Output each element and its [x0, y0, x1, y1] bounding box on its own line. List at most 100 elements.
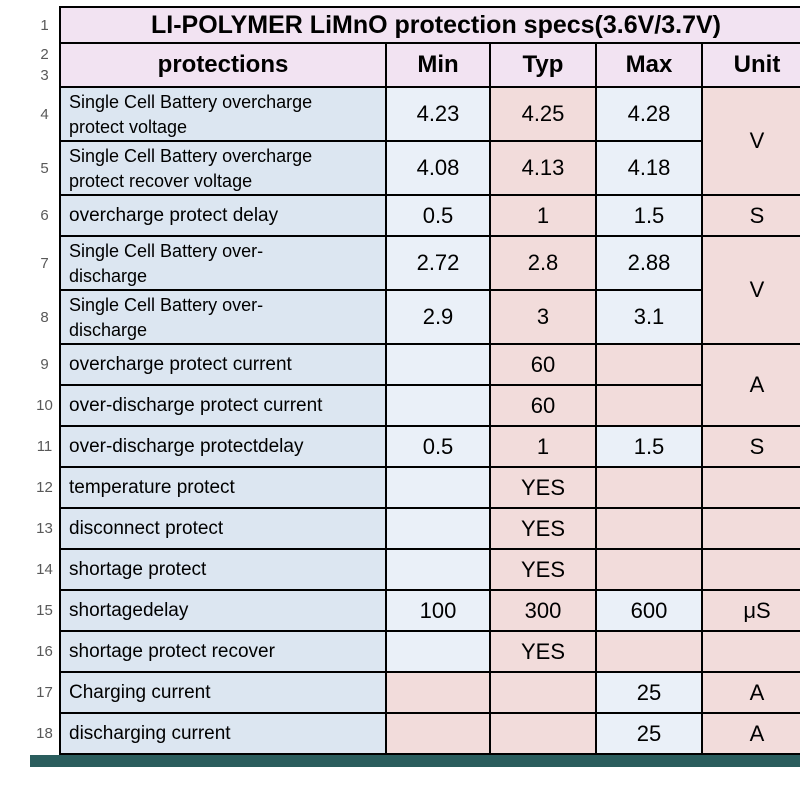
max-value-cell[interactable]: 1.5 — [595, 194, 703, 237]
row-number-11[interactable]: 11 — [30, 426, 61, 467]
table-title[interactable]: LI-POLYMER LiMnO protection specs(3.6V/3… — [59, 6, 800, 44]
row-number-group[interactable]: 2 3 — [30, 43, 61, 87]
protection-name-cell[interactable]: overcharge protect delay — [59, 194, 387, 237]
row-number-3[interactable]: 3 — [40, 67, 49, 84]
typ-value-cell[interactable]: 1 — [489, 194, 597, 237]
unit-cell[interactable]: S — [701, 425, 800, 468]
max-value-cell[interactable]: 1.5 — [595, 425, 703, 468]
row-number-7[interactable]: 7 — [30, 236, 61, 290]
min-value-cell[interactable]: 2.9 — [385, 289, 491, 345]
min-value-cell[interactable]: 0.5 — [385, 194, 491, 237]
typ-value-cell[interactable]: 60 — [489, 384, 597, 427]
protection-name-cell[interactable]: overcharge protect current — [59, 343, 387, 386]
column-header-protections[interactable]: protections — [59, 42, 387, 88]
row-number-6[interactable]: 6 — [30, 195, 61, 236]
typ-value-cell[interactable]: YES — [489, 466, 597, 509]
unit-cell[interactable]: V — [701, 235, 800, 345]
max-value-cell[interactable]: 4.28 — [595, 86, 703, 142]
typ-value-cell[interactable]: 4.25 — [489, 86, 597, 142]
row-number-15[interactable]: 15 — [30, 590, 61, 631]
row-number-18[interactable]: 18 — [30, 713, 61, 754]
max-value-cell[interactable] — [595, 548, 703, 591]
typ-value-cell[interactable]: 60 — [489, 343, 597, 386]
protection-name-cell[interactable]: shortagedelay — [59, 589, 387, 632]
unit-cell[interactable] — [701, 630, 800, 673]
protection-name-cell[interactable]: Charging current — [59, 671, 387, 714]
row-number-2[interactable]: 2 — [40, 46, 49, 63]
unit-cell[interactable]: V — [701, 86, 800, 196]
protection-name-cell[interactable]: over-discharge protectdelay — [59, 425, 387, 468]
typ-value-cell[interactable]: 4.13 — [489, 140, 597, 196]
typ-value-cell[interactable]: 300 — [489, 589, 597, 632]
row-number-8[interactable]: 8 — [30, 290, 61, 344]
max-value-cell[interactable] — [595, 466, 703, 509]
max-value-cell[interactable]: 2.88 — [595, 235, 703, 291]
row-number-1[interactable]: 1 — [30, 7, 61, 43]
column-header-min[interactable]: Min — [385, 42, 491, 88]
protection-name-cell[interactable]: temperature protect — [59, 466, 387, 509]
min-value-cell[interactable] — [385, 507, 491, 550]
row-number-9[interactable]: 9 — [30, 344, 61, 385]
typ-value-cell[interactable]: YES — [489, 548, 597, 591]
column-header-unit[interactable]: Unit — [701, 42, 800, 88]
unit-cell[interactable] — [701, 548, 800, 591]
protection-name-cell[interactable]: Single Cell Battery overcharge protect re… — [59, 140, 387, 196]
max-value-cell[interactable]: 4.18 — [595, 140, 703, 196]
min-value-cell[interactable] — [385, 712, 491, 755]
spec-row: 8 Single Cell Battery over-discharge 2.9 3 3… — [30, 289, 800, 345]
protection-name-cell[interactable]: Single Cell Battery over-discharge — [59, 289, 387, 345]
spec-row: 12 temperature protect YES — [30, 466, 800, 509]
unit-cell[interactable]: S — [701, 194, 800, 237]
protection-name-cell[interactable]: Single Cell Battery over-discharge — [59, 235, 387, 291]
min-value-cell[interactable]: 0.5 — [385, 425, 491, 468]
max-value-cell[interactable]: 600 — [595, 589, 703, 632]
protection-name-cell[interactable]: disconnect protect — [59, 507, 387, 550]
unit-cell[interactable]: A — [701, 671, 800, 714]
typ-value-cell[interactable]: 3 — [489, 289, 597, 345]
unit-cell[interactable]: μS — [701, 589, 800, 632]
max-value-cell[interactable]: 25 — [595, 712, 703, 755]
min-value-cell[interactable] — [385, 343, 491, 386]
label-line-1: Single Cell Battery overcharge — [69, 146, 313, 166]
typ-value-cell[interactable]: YES — [489, 507, 597, 550]
max-value-cell[interactable] — [595, 507, 703, 550]
min-value-cell[interactable] — [385, 548, 491, 591]
protection-name-cell[interactable]: discharging current — [59, 712, 387, 755]
min-value-cell[interactable]: 4.08 — [385, 140, 491, 196]
column-header-typ[interactable]: Typ — [489, 42, 597, 88]
min-value-cell[interactable] — [385, 671, 491, 714]
typ-value-cell[interactable] — [489, 712, 597, 755]
row-number-14[interactable]: 14 — [30, 549, 61, 590]
min-value-cell[interactable]: 100 — [385, 589, 491, 632]
protection-name-cell[interactable]: over-discharge protect current — [59, 384, 387, 427]
min-value-cell[interactable]: 4.23 — [385, 86, 491, 142]
row-number-17[interactable]: 17 — [30, 672, 61, 713]
max-value-cell[interactable]: 25 — [595, 671, 703, 714]
unit-cell[interactable]: A — [701, 712, 800, 755]
row-number-5[interactable]: 5 — [30, 141, 61, 195]
max-value-cell[interactable] — [595, 630, 703, 673]
max-value-cell[interactable]: 3.1 — [595, 289, 703, 345]
min-value-cell[interactable]: 2.72 — [385, 235, 491, 291]
typ-value-cell[interactable]: 2.8 — [489, 235, 597, 291]
typ-value-cell[interactable]: 1 — [489, 425, 597, 468]
row-number-16[interactable]: 16 — [30, 631, 61, 672]
row-number-12[interactable]: 12 — [30, 467, 61, 508]
row-number-13[interactable]: 13 — [30, 508, 61, 549]
column-header-max[interactable]: Max — [595, 42, 703, 88]
unit-cell[interactable] — [701, 507, 800, 550]
min-value-cell[interactable] — [385, 466, 491, 509]
unit-cell[interactable]: A — [701, 343, 800, 427]
typ-value-cell[interactable] — [489, 671, 597, 714]
row-number-10[interactable]: 10 — [30, 385, 61, 426]
max-value-cell[interactable] — [595, 384, 703, 427]
protection-name-cell[interactable]: shortage protect recover — [59, 630, 387, 673]
min-value-cell[interactable] — [385, 384, 491, 427]
max-value-cell[interactable] — [595, 343, 703, 386]
row-number-4[interactable]: 4 — [30, 87, 61, 141]
protection-name-cell[interactable]: Single Cell Battery overcharge protect vo… — [59, 86, 387, 142]
protection-name-cell[interactable]: shortage protect — [59, 548, 387, 591]
unit-cell[interactable] — [701, 466, 800, 509]
typ-value-cell[interactable]: YES — [489, 630, 597, 673]
min-value-cell[interactable] — [385, 630, 491, 673]
